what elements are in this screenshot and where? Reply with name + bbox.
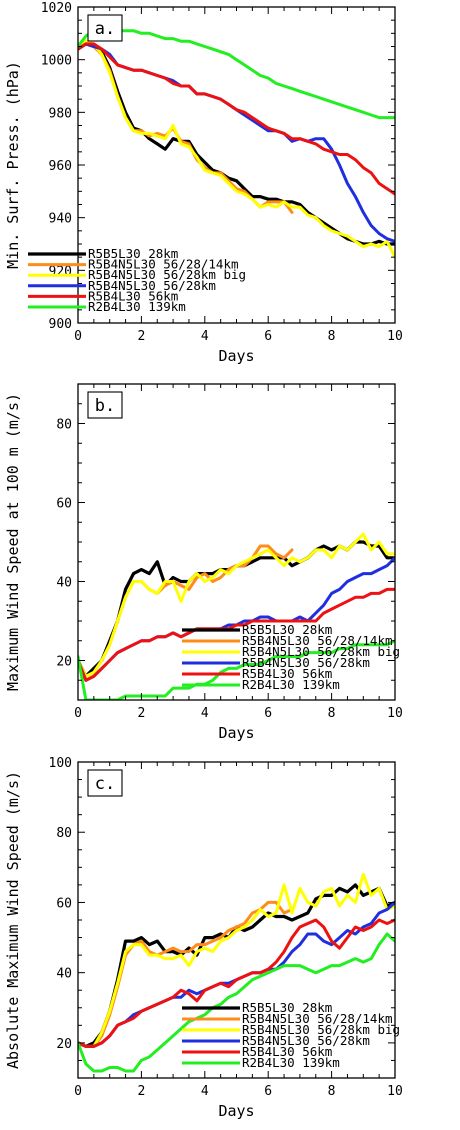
panel-label: c. <box>95 774 115 794</box>
y-tick-label: 20 <box>56 1037 72 1052</box>
series-line-6 <box>78 932 395 1073</box>
legend-label-3: R5B4N5L30 56/28km big <box>242 644 400 659</box>
legend-label-3: R5B4N5L30 56/28km big <box>88 267 246 282</box>
y-tick-label: 1000 <box>41 54 72 69</box>
series-line-4 <box>78 42 395 243</box>
y-tick-label: 40 <box>56 967 72 982</box>
legend-label-1: R5B5L30 28km <box>242 1000 332 1015</box>
series-line-5 <box>78 918 395 1048</box>
y-axis-title: Absolute Maximum Wind Speed (m/s) <box>4 771 22 1069</box>
y-tick-label: 900 <box>49 317 72 332</box>
panel-label-box <box>87 14 123 42</box>
series-line-5 <box>78 42 395 196</box>
x-tick-label: 8 <box>328 706 336 721</box>
panel-label: a. <box>95 19 115 39</box>
legend-label-1: R5B5L30 28km <box>242 622 332 637</box>
chart-panel-b: 0 2 4 6 8 10 20 40 60 80 Days Maximum Wind Speed at… <box>4 383 403 742</box>
y-tick-label: 40 <box>56 576 72 591</box>
x-tick-label: 2 <box>137 1084 145 1099</box>
x-tick-label: 8 <box>328 1084 336 1099</box>
x-tick-label: 8 <box>328 329 336 344</box>
x-axis-title: Days <box>218 347 254 365</box>
series-line-6 <box>78 29 395 120</box>
legend-label-5: R5B4L30 56km <box>88 288 178 303</box>
legend-label-2: R5B4N5L30 56/28/14km <box>242 1011 393 1026</box>
legend-label-3: R5B4N5L30 56/28km big <box>242 1022 400 1037</box>
series-line-3 <box>78 532 395 678</box>
series-line-5 <box>78 587 395 682</box>
chart-panel-c: 0 2 4 6 8 10 20 40 60 80 100 Days Absolute Maximum W… <box>4 756 403 1120</box>
y-tick-label: 100 <box>49 756 72 771</box>
panel-label-box <box>87 391 123 419</box>
x-tick-label: 4 <box>201 329 209 344</box>
x-tick-label: 0 <box>74 1084 82 1099</box>
y-axis-title: Min. Surf. Press. (hPa) <box>4 61 22 269</box>
legend-label-1: R5B5L30 28km <box>88 246 178 261</box>
y-tick-label: 80 <box>56 826 72 841</box>
x-axis-title: Days <box>218 1102 254 1120</box>
x-tick-label: 10 <box>387 329 403 344</box>
x-tick-label: 6 <box>264 1084 272 1099</box>
legend-label-5: R5B4L30 56km <box>242 666 332 681</box>
y-tick-label: 60 <box>56 497 72 512</box>
x-tick-label: 10 <box>387 1084 403 1099</box>
series-line-3 <box>78 39 395 259</box>
x-tick-label: 6 <box>264 329 272 344</box>
y-tick-label: 1020 <box>41 1 72 16</box>
x-tick-label: 6 <box>264 706 272 721</box>
x-tick-label: 0 <box>74 706 82 721</box>
chart-panel-a: 0 2 4 6 8 10 900 920 940 960 980 1000 1020 Days Min. S… <box>4 1 403 365</box>
x-tick-label: 4 <box>201 706 209 721</box>
y-tick-label: 60 <box>56 896 72 911</box>
legend-label-4: R5B4N5L30 56/28km <box>88 278 216 293</box>
y-axis-title: Maximum Wind Speed at 100 m (m/s) <box>4 393 22 691</box>
legend-label-2: R5B4N5L30 56/28/14km <box>242 633 393 648</box>
legend-label-6: R2B4L30 139km <box>242 1055 340 1070</box>
y-tick-label: 960 <box>49 159 72 174</box>
series-line-3 <box>78 872 395 1048</box>
y-tick-label: 920 <box>49 264 72 279</box>
series-lines <box>78 872 395 1073</box>
x-tick-label: 10 <box>387 706 403 721</box>
y-tick-label: 940 <box>49 212 72 227</box>
x-tick-label: 2 <box>137 329 145 344</box>
x-tick-label: 0 <box>74 329 82 344</box>
y-tick-label: 80 <box>56 418 72 433</box>
series-line-6 <box>78 639 395 700</box>
y-tick-label: 20 <box>56 655 72 670</box>
legend-label-6: R2B4L30 139km <box>88 299 186 314</box>
legend-label-2: R5B4N5L30 56/28/14km <box>88 257 239 272</box>
legend-label-6: R2B4L30 139km <box>242 677 340 692</box>
series-line-1 <box>78 42 395 246</box>
legend-label-4: R5B4N5L30 56/28km <box>242 655 370 670</box>
series-lines <box>78 29 395 259</box>
x-axis-title: Days <box>218 724 254 742</box>
panel-label: b. <box>95 396 115 416</box>
legend-label-5: R5B4L30 56km <box>242 1044 332 1059</box>
legend-label-4: R5B4N5L30 56/28km <box>242 1033 370 1048</box>
series-lines <box>78 532 395 700</box>
panel-label-box <box>87 769 123 797</box>
x-tick-label: 2 <box>137 706 145 721</box>
y-tick-label: 980 <box>49 106 72 121</box>
x-tick-label: 4 <box>201 1084 209 1099</box>
